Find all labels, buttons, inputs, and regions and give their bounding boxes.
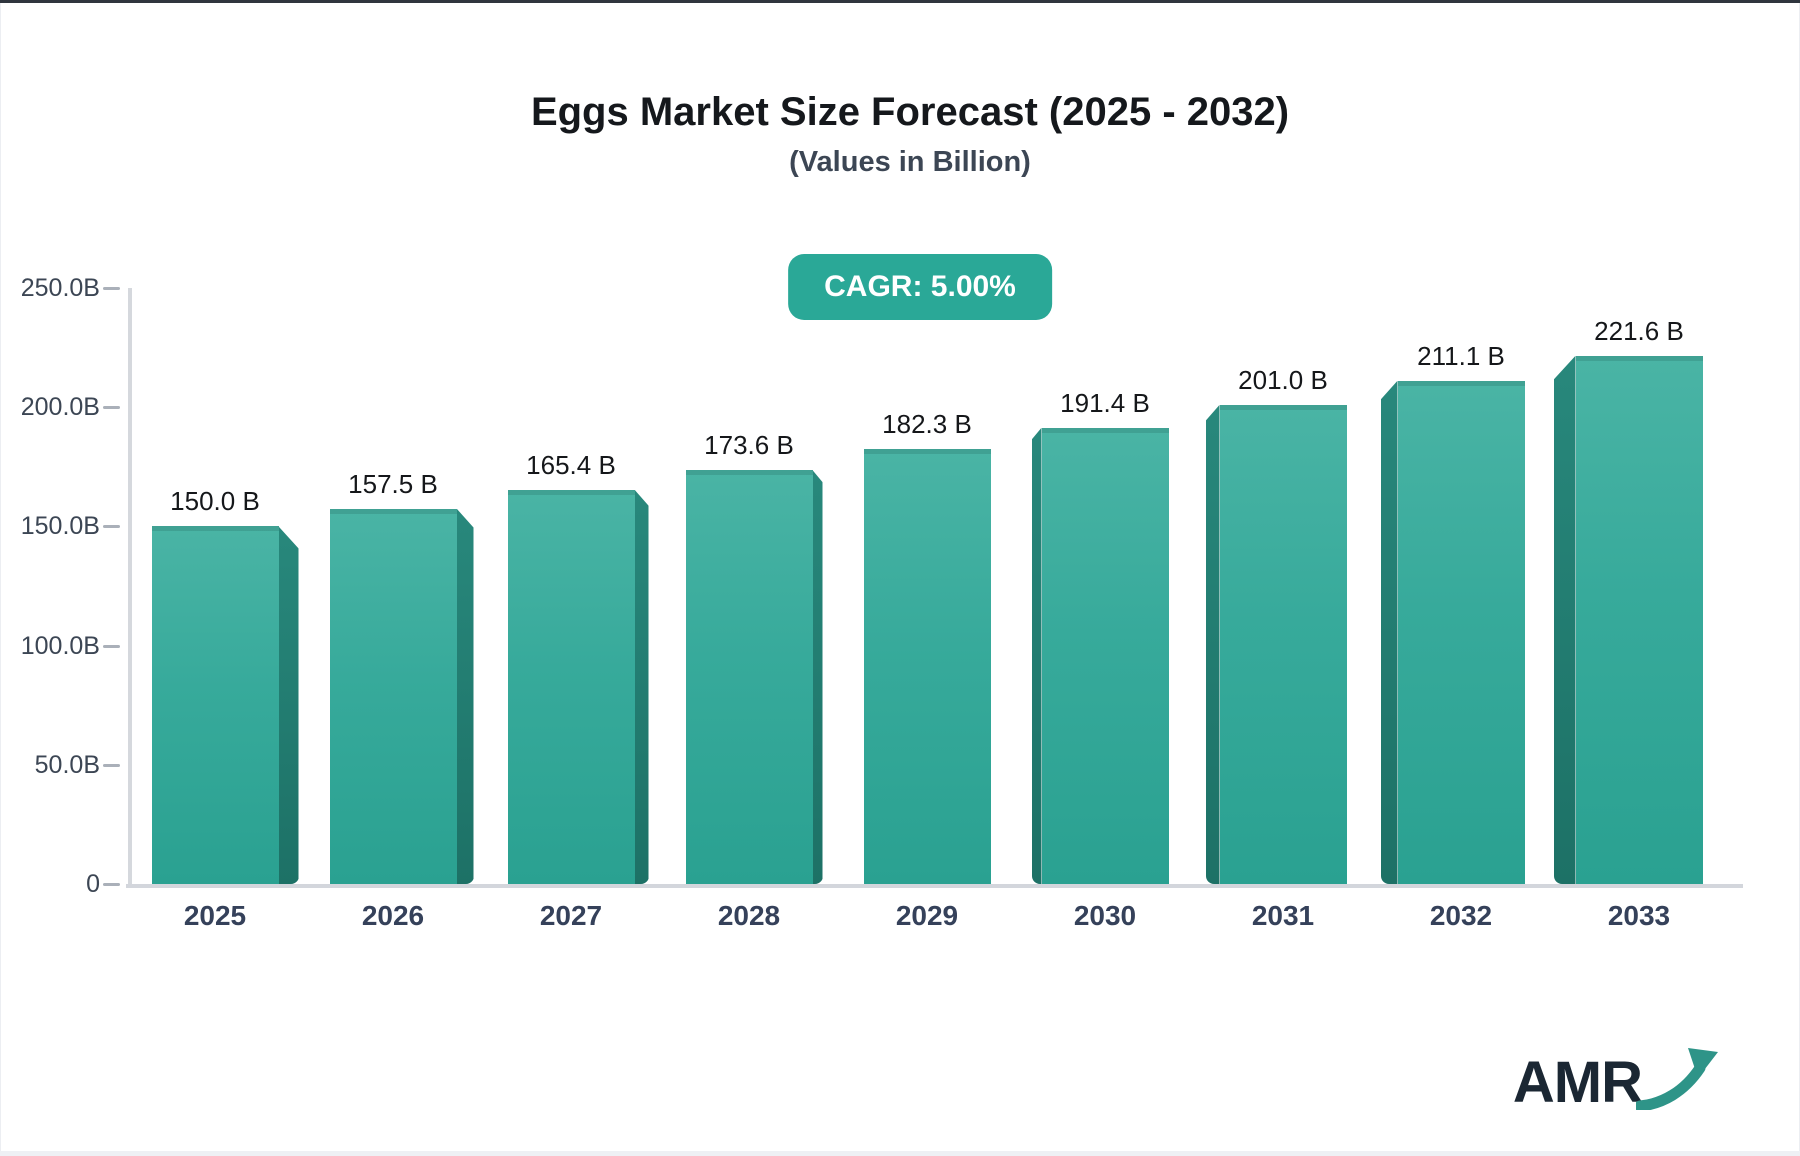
logo-text: AMR <box>1512 1050 1643 1115</box>
bar-top-edge <box>507 489 635 495</box>
y-axis-label: 200.0B <box>20 393 100 422</box>
y-axis-tick <box>103 883 120 886</box>
y-axis-tick <box>103 525 120 529</box>
bar-value-label: 165.4 B <box>526 449 616 480</box>
bar-top-edge <box>1575 355 1703 361</box>
logo-arrow-icon <box>1636 1048 1718 1110</box>
bar-side-face <box>1031 427 1042 884</box>
bar-top-edge <box>863 449 991 455</box>
bar-2030 <box>1041 427 1169 884</box>
bar-2027 <box>507 489 635 884</box>
bar-value-label: 211.1 B <box>1417 340 1505 371</box>
bar-top-edge <box>151 526 279 532</box>
bar-side-face <box>456 508 474 884</box>
x-axis-label: 2025 <box>183 900 247 931</box>
x-axis-label: 2029 <box>895 900 959 931</box>
brand-logo: AMR <box>1513 1042 1722 1112</box>
y-axis-tick <box>103 644 120 648</box>
x-axis-label: 2030 <box>1073 900 1137 931</box>
bar-value-label: 173.6 B <box>704 430 794 461</box>
x-axis-label: 2033 <box>1607 900 1671 931</box>
bar-2033 <box>1575 355 1703 884</box>
bar-top-edge <box>329 508 457 514</box>
bar-2032 <box>1397 380 1525 884</box>
bar-side-face <box>278 526 299 884</box>
bar-value-label: 191.4 B <box>1060 387 1150 418</box>
bar-side-face <box>812 470 823 884</box>
y-axis-label: 250.0B <box>20 274 100 302</box>
bar-top-edge <box>1041 427 1169 433</box>
chart-subtitle: (Values in Billion) <box>789 146 1031 178</box>
window-bottom-border <box>0 1151 1800 1156</box>
bar-value-label: 157.5 B <box>348 468 438 499</box>
x-axis-label: 2027 <box>539 900 603 931</box>
bar-value-label: 221.6 B <box>1594 315 1684 346</box>
x-axis-label: 2026 <box>361 900 425 931</box>
bar-2028 <box>685 470 813 884</box>
bar-2026 <box>329 508 457 884</box>
bar-value-label: 201.0 B <box>1238 364 1328 395</box>
y-axis-tick <box>103 763 120 767</box>
cagr-badge: CAGR: 5.00% <box>788 254 1052 320</box>
bar-side-face <box>1205 404 1220 884</box>
x-axis-line <box>126 884 1743 888</box>
bar-2031 <box>1219 404 1347 884</box>
bar-top-edge <box>1397 380 1525 386</box>
x-axis-label: 2028 <box>717 900 781 931</box>
bar-side-face <box>1553 355 1576 884</box>
x-axis-label: 2032 <box>1429 900 1493 931</box>
y-axis-tick <box>103 287 120 290</box>
window-top-border <box>0 0 1800 3</box>
chart-title: Eggs Market Size Forecast (2025 - 2032) <box>530 90 1290 134</box>
x-axis-label: 2031 <box>1251 900 1315 931</box>
y-axis-label: 100.0B <box>20 631 100 660</box>
y-axis-label: 150.0B <box>20 512 100 541</box>
bar-side-face <box>1380 380 1398 884</box>
y-axis-line <box>128 288 132 886</box>
bar-2025 <box>151 526 279 884</box>
bar-top-edge <box>685 470 813 476</box>
bar-value-label: 182.3 B <box>882 409 972 440</box>
bar-top-edge <box>1219 404 1347 410</box>
y-axis-label: 50.0B <box>34 750 100 779</box>
bar-2029 <box>863 449 991 884</box>
bar-side-face <box>634 489 649 884</box>
y-axis-tick <box>103 406 120 410</box>
bar-value-label: 150.0 B <box>170 486 260 517</box>
y-axis-label: 0 <box>86 870 100 898</box>
